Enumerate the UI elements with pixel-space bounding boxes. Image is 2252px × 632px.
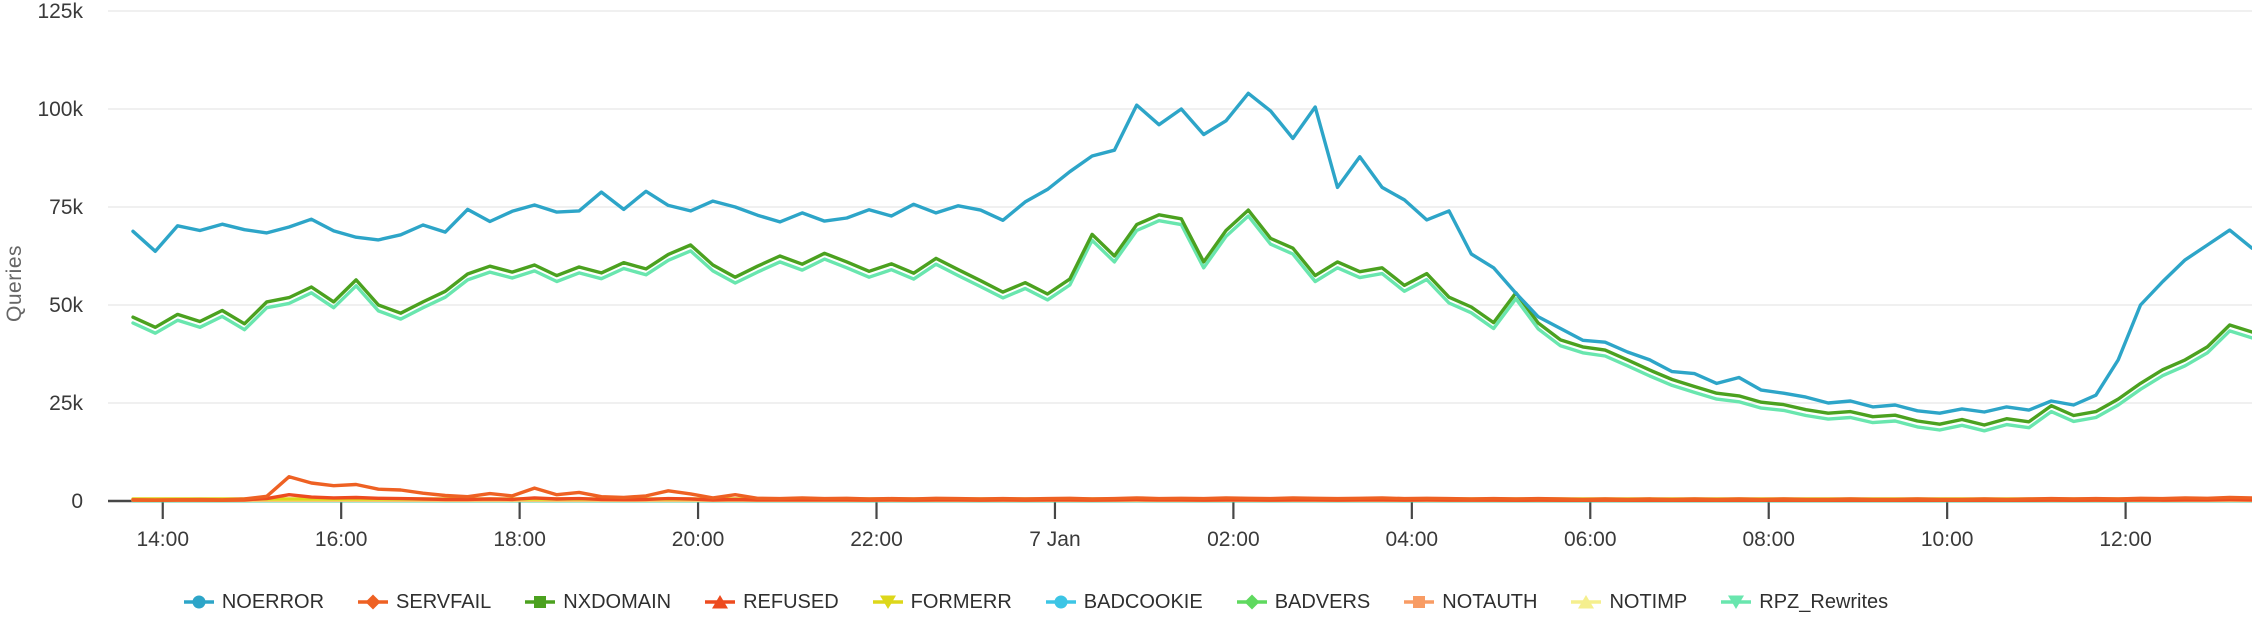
- legend-marker-circle-icon: [1045, 595, 1076, 609]
- y-axis-title: Queries: [3, 244, 26, 322]
- legend-label: REFUSED: [743, 590, 839, 613]
- legend-marker-triangle-down-icon: [1721, 595, 1752, 609]
- series-line-servfail: [131, 475, 2252, 502]
- legend-item-badcookie: BADCOOKIE: [1045, 590, 1203, 614]
- series-line-nxdomain: [131, 208, 2252, 427]
- x-tick-label: 12:00: [2099, 528, 2152, 551]
- x-tick-label: 20:00: [672, 528, 725, 551]
- x-tick-label: 16:00: [315, 528, 368, 551]
- legend-item-badvers: BADVERS: [1236, 590, 1371, 614]
- legend-marker-square-icon: [1404, 596, 1435, 608]
- x-tick-label: 08:00: [1742, 528, 1795, 551]
- legend-item-refused: REFUSED: [705, 591, 839, 614]
- legend-marker-diamond-icon: [1236, 594, 1267, 610]
- legend-label: NOERROR: [221, 590, 325, 613]
- legend-marker-triangle-down-icon: [872, 595, 903, 609]
- x-tick-label: 04:00: [1386, 528, 1439, 551]
- legend-label: RPZ_Rewrites: [1759, 590, 1889, 613]
- legend-item-formerr: FORMERR: [872, 590, 1012, 614]
- legend-label: FORMERR: [910, 590, 1012, 613]
- legend-label: NXDOMAIN: [563, 590, 672, 613]
- legend-marker-triangle-up-icon: [1571, 595, 1602, 609]
- legend-item-rpz_rewrites: RPZ_Rewrites: [1721, 591, 1888, 614]
- series-line-noerror: [131, 91, 2252, 415]
- y-tick-label: 50k: [49, 294, 83, 317]
- legend-marker-triangle-up-icon: [705, 595, 736, 609]
- x-tick-label: 14:00: [136, 528, 189, 551]
- y-tick-label: 75k: [49, 196, 83, 219]
- legend-label: NOTAUTH: [1442, 590, 1538, 613]
- x-tick-label: 7 Jan: [1029, 528, 1080, 551]
- chart-legend: NOERROR SERVFAIL NXDOMAIN REFUSED FORMERR BAD…: [0, 586, 2252, 618]
- x-tick-label: 10:00: [1921, 528, 1974, 551]
- x-tick-label: 18:00: [493, 528, 546, 551]
- legend-label: BADVERS: [1274, 590, 1371, 613]
- y-tick-label: 125k: [37, 0, 83, 23]
- x-tick-label: 02:00: [1207, 528, 1260, 551]
- series-line-rpz_rewrites: [131, 214, 2252, 433]
- legend-label: SERVFAIL: [396, 590, 492, 613]
- legend-label: BADCOOKIE: [1083, 590, 1203, 613]
- legend-item-servfail: SERVFAIL: [358, 591, 491, 614]
- legend-item-notimp: NOTIMP: [1571, 591, 1687, 614]
- y-tick-label: 0: [71, 490, 83, 513]
- legend-item-noerror: NOERROR: [183, 590, 325, 614]
- legend-marker-diamond-icon: [358, 594, 389, 610]
- legend-marker-circle-icon: [183, 595, 214, 609]
- legend-label: NOTIMP: [1609, 590, 1688, 613]
- legend-item-nxdomain: NXDOMAIN: [525, 591, 671, 614]
- legend-item-notauth: NOTAUTH: [1404, 591, 1537, 614]
- x-tick-label: 06:00: [1564, 528, 1617, 551]
- x-tick-label: 22:00: [850, 528, 903, 551]
- y-tick-label: 100k: [37, 98, 83, 121]
- legend-marker-square-icon: [525, 596, 556, 608]
- y-tick-label: 25k: [49, 392, 83, 415]
